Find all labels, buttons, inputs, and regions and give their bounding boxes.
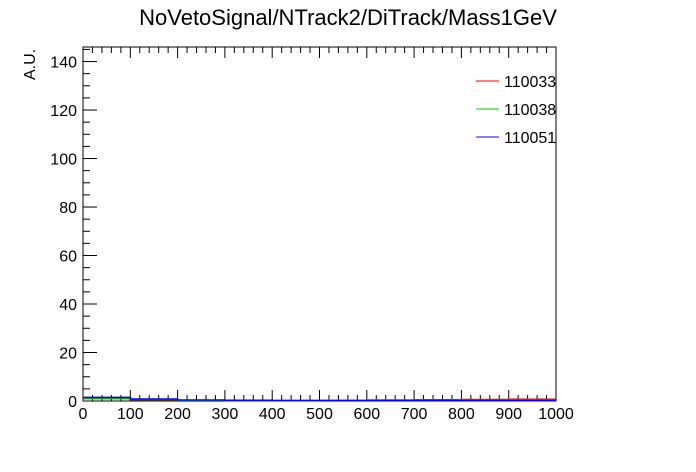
y-tick-label: 60 [59,249,77,266]
series-line [83,396,556,402]
x-tick-label: 900 [495,406,522,423]
y-tick-label: 140 [50,55,77,72]
x-tick-label: 1000 [538,406,574,423]
series-group [83,396,556,402]
y-axis-label: A.U. [22,49,39,80]
x-tick-label: 400 [259,406,286,423]
y-tick-label: 20 [59,346,77,363]
y-tick-label: 120 [50,103,77,120]
x-tick-label: 600 [353,406,380,423]
x-tick-label: 800 [448,406,475,423]
x-tick-label: 300 [212,406,239,423]
x-tick-label: 100 [117,406,144,423]
y-tick-label: 40 [59,297,77,314]
legend-label: 110051 [504,130,556,147]
x-tick-label: 500 [306,406,333,423]
legend-label: 110033 [504,74,556,91]
chart-title: NoVetoSignal/NTrack2/DiTrack/Mass1GeV [139,5,557,30]
legend: 110033 110038 110051 [476,74,556,147]
y-tick-label: 80 [59,200,77,217]
x-tick-label: 200 [164,406,191,423]
legend-label: 110038 [504,102,556,119]
x-tick-label: 700 [401,406,428,423]
y-tick-label: 0 [68,394,77,411]
x-tick-label: 0 [79,406,88,423]
y-tick-label: 100 [50,152,77,169]
axis-ticks: 0 100 200 300 400 500 600 700 800 900 1000 0 20 40 60 8… [50,47,574,423]
